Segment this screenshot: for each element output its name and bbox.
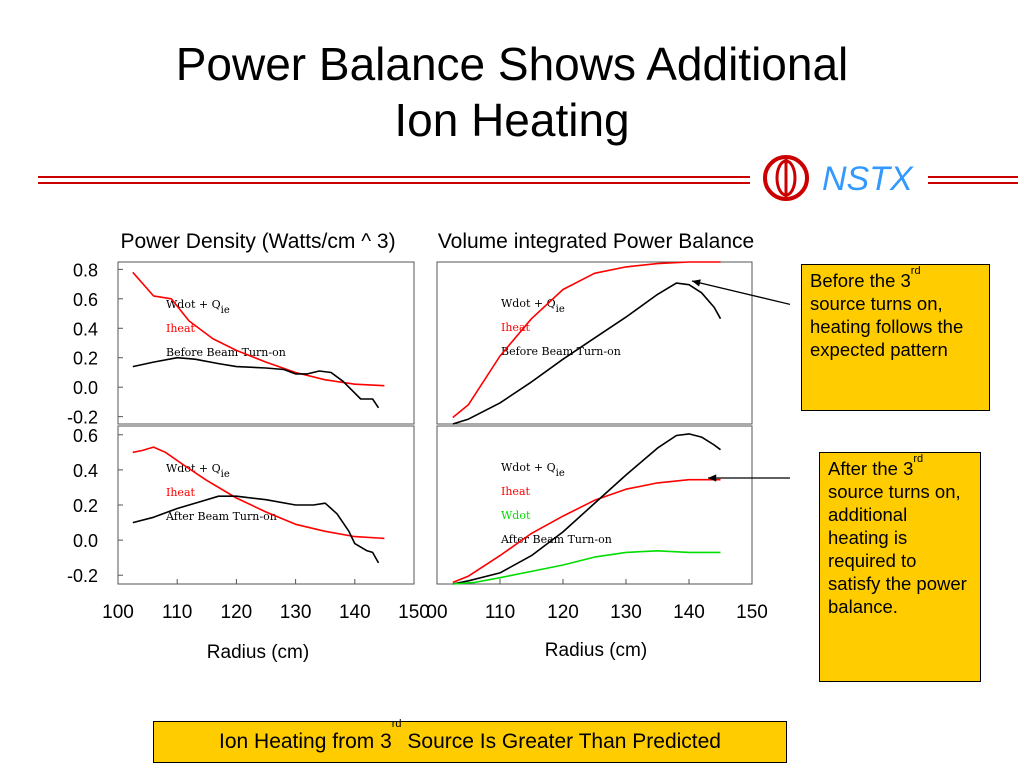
legend-subscript: ie [556,468,565,479]
chart-title-left: Power Density (Watts/cm ^ 3) [120,230,395,253]
banner-text-a: Ion Heating from 3 [219,730,392,753]
nstx-logo-icon [763,155,809,201]
series-line-left-after-wdot-qie [132,495,380,564]
slide-title-line1: Power Balance Shows Additional [175,38,849,90]
callout-after: After the 3rd source turns on, additiona… [819,452,981,682]
series-line-right-before-iheat [452,261,721,419]
xtick-label: 150 [736,602,768,623]
xtick-label: 120 [547,602,579,623]
ytick-label: 0.8 [73,260,98,280]
ytick-label: 0.0 [73,531,98,551]
legend-entry-right-before: Iheat [501,321,530,334]
xtick-label: 120 [221,602,253,623]
ytick-label: -0.2 [67,566,98,586]
ytick-label: 0.6 [73,426,98,446]
series-line-left-before-wdot-qie [132,356,380,409]
callout-after-text-a: After the 3 [828,458,914,479]
xaxis-label-right: Radius (cm) [545,640,647,661]
ytick-label: 0.2 [73,349,98,369]
arrow-before-shaft [691,280,790,306]
legend-entry-left-after: Iheat [166,486,195,499]
chart-title-right: Volume integrated Power Balance [438,230,754,253]
callout-before-text-b: source turns on, heating follows the exp… [810,293,964,360]
header-rule-left [38,176,750,184]
slide-title: Power Balance Shows Additional Ion Heati… [0,36,1024,148]
legend-entry-left-before: Iheat [166,322,195,335]
legend-entry-right-before: Before Beam Turn-on [501,345,621,358]
legend-entry-left-after: Wdot + Qie [166,462,230,480]
xtick-label: 130 [280,602,312,623]
banner-sup: rd [391,718,402,730]
legend-entry-left-before: Before Beam Turn-on [166,346,286,359]
power-balance-charts: Power Density (Watts/cm ^ 3) 0.8 0.6 0.4 0.2… [67,230,790,663]
legend-entry-right-before: Wdot + Qie [501,297,565,315]
plot-frame-left-before [117,261,415,425]
arrow-after-head [708,474,717,482]
xtick-label: 130 [610,602,642,623]
xtick-label: 150 [398,602,430,623]
ytick-label: 0.2 [73,496,98,516]
ytick-label: 0.6 [73,290,98,310]
callout-before: Before the 3rd source turns on, heating … [801,264,990,411]
legend-entry-left-after: After Beam Turn-on [165,510,277,523]
arrow-before-head [692,279,701,287]
conclusion-banner: Ion Heating from 3rd Source Is Greater T… [153,718,787,763]
plot-frame-left-after [117,425,415,585]
ytick-label: 0.4 [73,461,98,481]
xtick-label: 110 [485,602,515,623]
logo-text: NSTX [822,160,914,198]
ytick-label: 0.4 [73,319,98,339]
series-line-right-after-wdot [452,550,721,585]
plot-frame-right-after [436,425,753,585]
legend-subscript: ie [221,305,230,316]
series-line-left-before-iheat [132,271,385,387]
ytick-label: -0.2 [67,408,98,428]
xtick-label: 140 [339,602,371,623]
slide-title-line2: Ion Heating [394,94,630,146]
plot-frame-right-before [436,261,753,425]
legend-entry-right-after: Wdot + Qie [501,461,565,479]
callout-after-text-b: source turns on, additional heating is r… [828,481,967,617]
callout-before-sup: rd [910,265,921,277]
series-line-right-after-wdot-qie [452,433,721,585]
legend-entry-right-after: Iheat [501,485,530,498]
xtick-label: 110 [162,602,192,623]
legend-subscript: ie [556,304,565,315]
series-line-right-before-wdot-qie [452,282,722,425]
series-line-left-after-iheat [132,446,385,540]
legend-entry-left-before: Wdot + Qie [166,298,230,316]
legend-subscript: ie [221,469,230,480]
xtick-label: 140 [673,602,705,623]
xtick-label: 00 [426,602,447,623]
xtick-label: 100 [102,602,134,623]
callout-after-sup: rd [913,453,924,465]
ytick-label: 0.0 [73,378,98,398]
header-rule-right [928,176,1018,184]
xaxis-label-left: Radius (cm) [207,642,309,663]
legend-entry-right-after: Wdot [501,509,531,522]
banner-text-b: Source Is Greater Than Predicted [401,730,721,753]
header-rule-with-logo: NSTX [38,155,1018,201]
series-line-right-after-iheat [452,478,721,584]
callout-before-text-a: Before the 3 [810,270,911,291]
